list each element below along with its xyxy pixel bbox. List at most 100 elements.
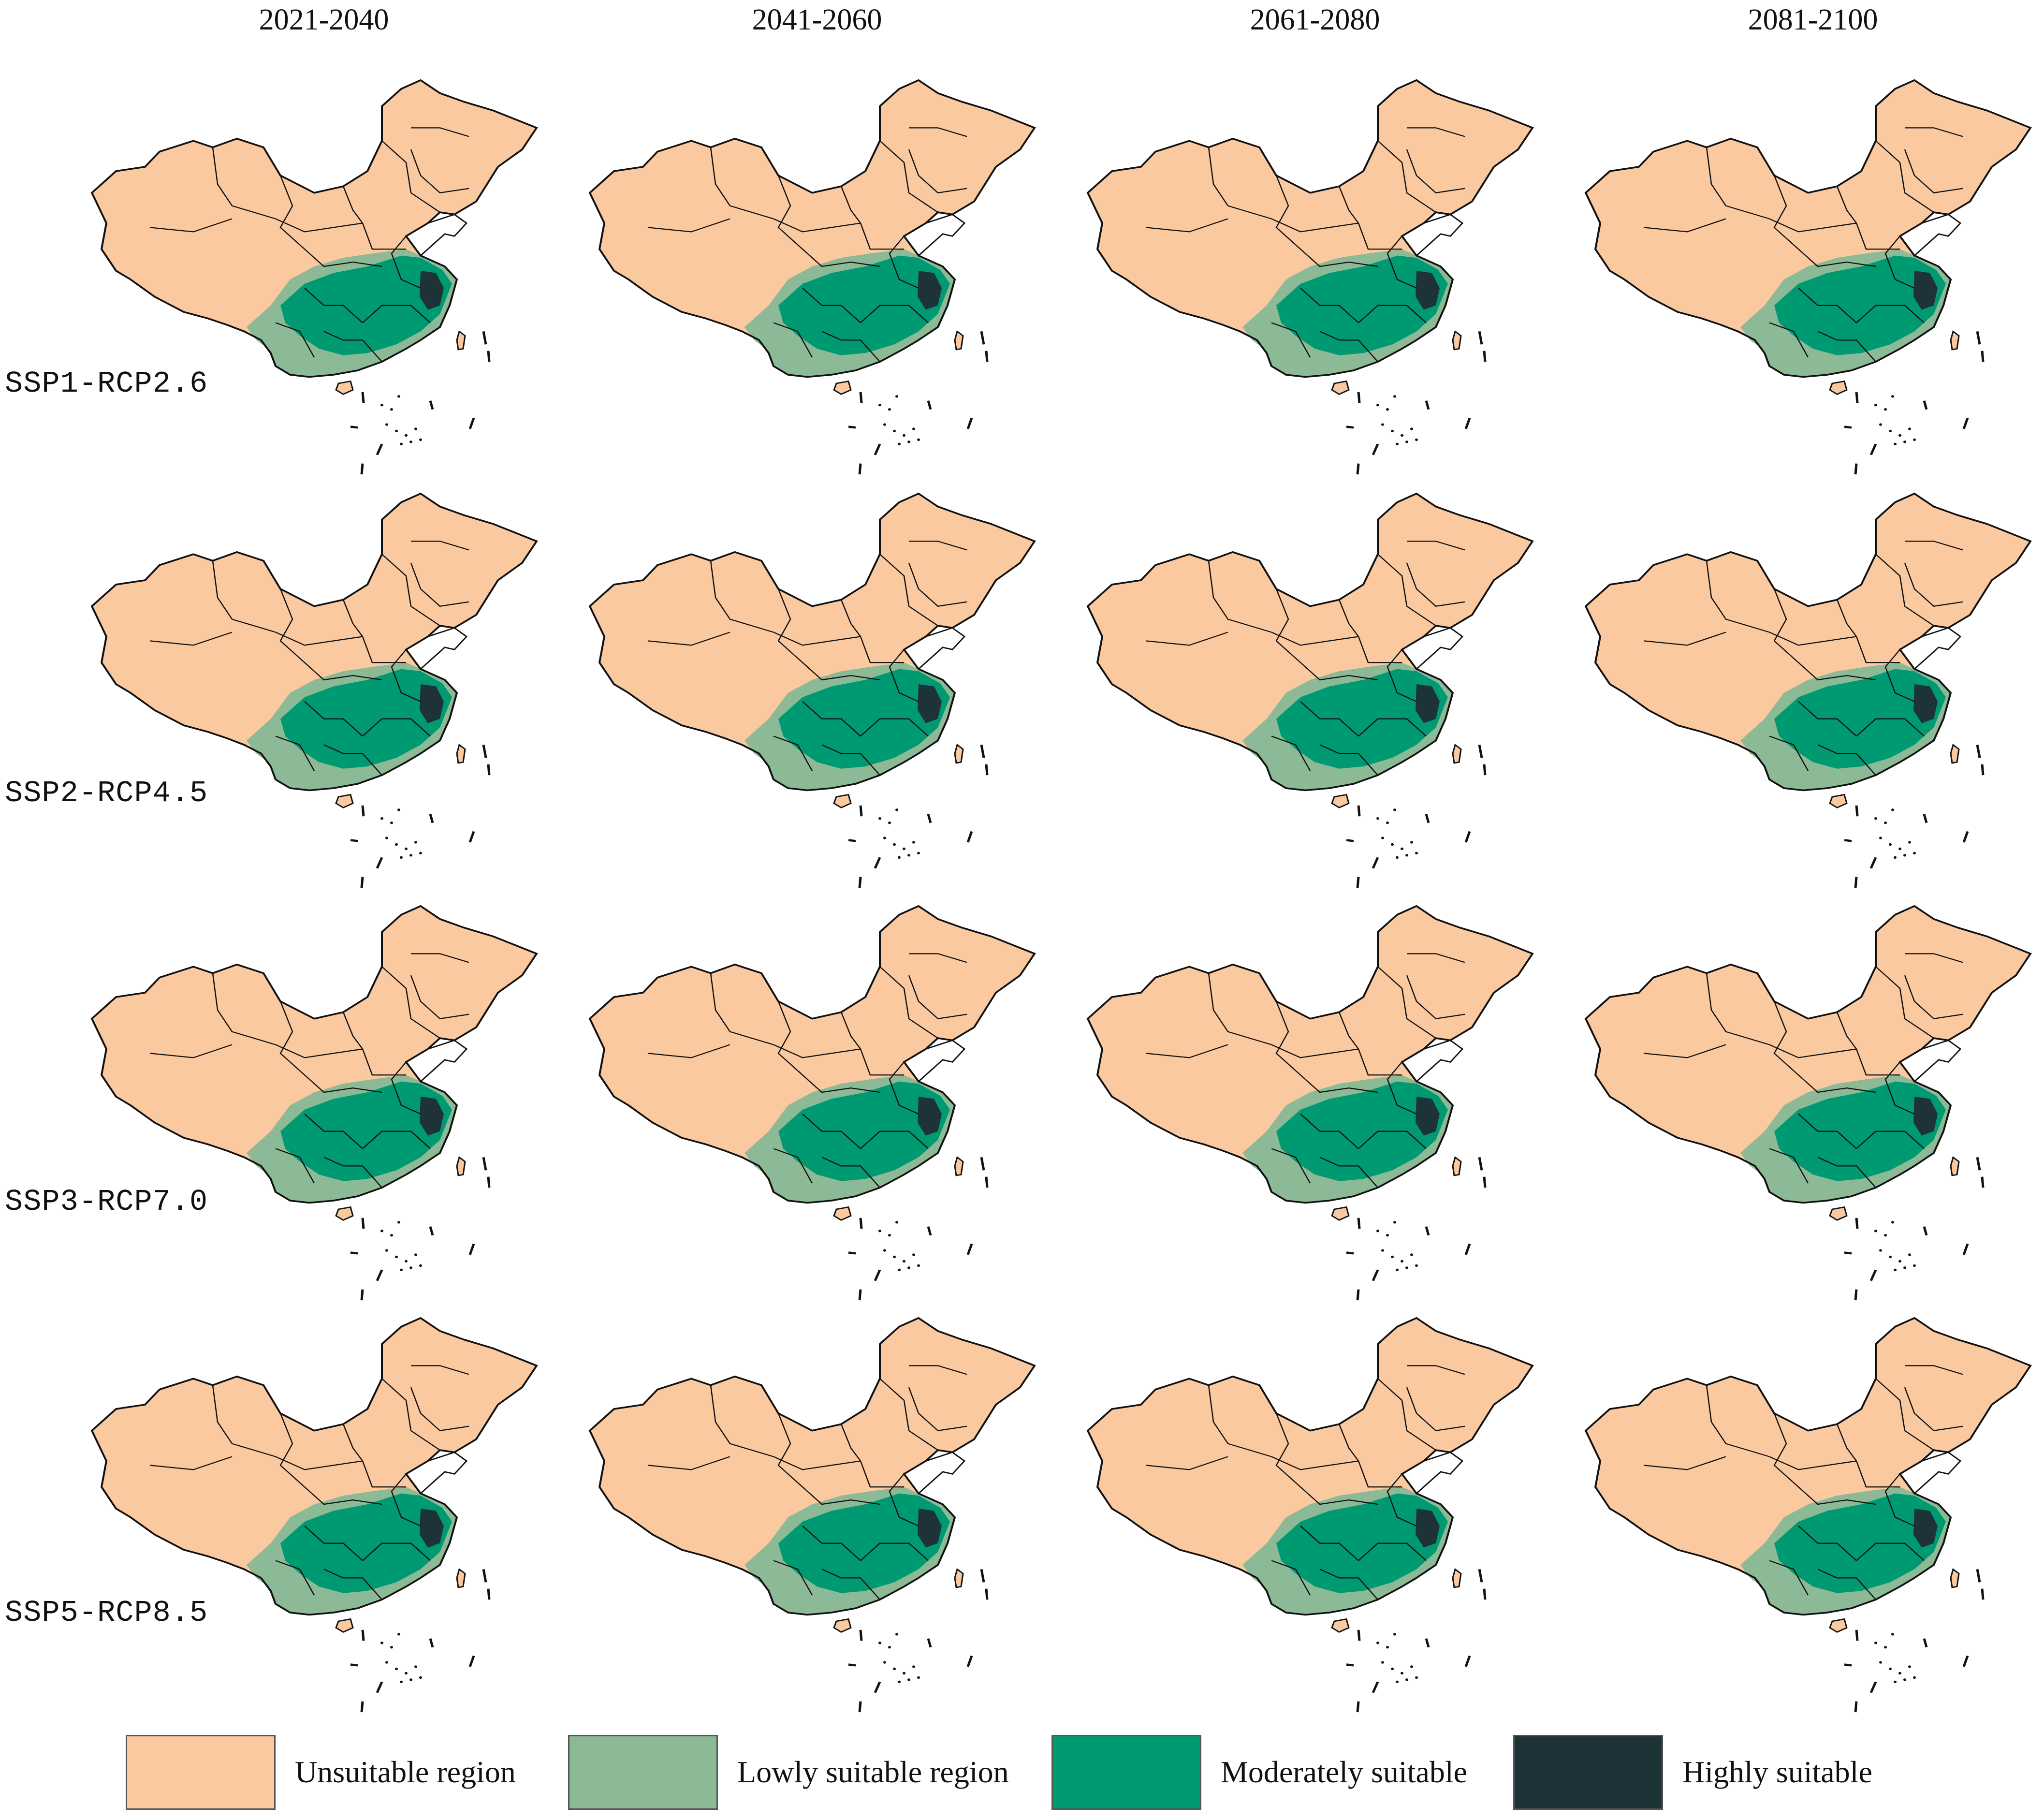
island-dot — [380, 1642, 383, 1644]
island-dot — [1903, 1678, 1906, 1681]
country-outline — [1086, 1317, 1534, 1616]
island-dot — [888, 1645, 891, 1649]
province-boundary — [1271, 1148, 1311, 1184]
nine-dash-segment — [1372, 1681, 1379, 1693]
province-boundary — [410, 149, 469, 193]
island-dot — [1396, 1680, 1399, 1684]
province-boundary — [1271, 1560, 1311, 1596]
island-dot — [409, 1266, 412, 1269]
island-dot — [1381, 837, 1384, 839]
province-boundary — [1769, 1560, 1809, 1596]
nine-dash-segment — [1425, 1226, 1430, 1236]
china-map-svg — [90, 492, 538, 888]
province-boundary — [342, 186, 364, 224]
nine-dash-segment — [1478, 1569, 1483, 1583]
province-boundary — [279, 588, 300, 659]
island-dot — [878, 404, 881, 407]
nine-dash-segment — [1976, 1157, 1981, 1171]
nine-dash-segment — [1464, 417, 1471, 429]
island-dot — [1393, 395, 1396, 398]
island-dot — [380, 817, 383, 820]
island-dot — [395, 1667, 398, 1671]
province-boundary — [1407, 541, 1465, 551]
province-boundary — [909, 1365, 967, 1375]
moderately-suitable-area — [280, 1493, 452, 1593]
island-dot — [385, 423, 388, 426]
nine-dash-segment — [482, 1157, 487, 1171]
island-dot — [1396, 1268, 1399, 1272]
nine-dash-segment — [1357, 805, 1361, 817]
island-dot — [907, 440, 910, 443]
nine-dash-segment — [985, 1176, 989, 1188]
province-boundary — [1769, 322, 1809, 358]
island-dot — [1391, 843, 1394, 846]
nine-dash-segment — [1981, 351, 1985, 362]
island-dot — [1908, 427, 1911, 430]
province-boundary — [411, 1365, 469, 1375]
hainan — [1331, 380, 1350, 395]
nine-dash-segment — [468, 831, 475, 843]
island-dot — [888, 1233, 891, 1237]
nine-dash-segment — [429, 1226, 434, 1236]
island-dot — [1376, 404, 1379, 407]
province-boundary — [773, 735, 813, 771]
island-dot — [917, 1264, 920, 1267]
nine-dash-segment — [360, 463, 364, 475]
island-dot — [912, 1253, 915, 1256]
highly-suitable-area — [1416, 684, 1440, 723]
island-dot — [1386, 1233, 1389, 1237]
province-boundary — [773, 218, 861, 233]
island-dot — [1898, 1260, 1901, 1263]
nine-dash-segment — [1425, 400, 1430, 410]
island-dot — [883, 837, 886, 839]
china-map-svg — [1584, 492, 2032, 888]
province-boundary — [647, 1456, 730, 1470]
hainan — [1829, 1618, 1848, 1633]
china-map-svg — [588, 905, 1036, 1301]
province-boundary — [279, 1001, 300, 1071]
island-dot — [1391, 1255, 1394, 1259]
province-boundary — [1798, 701, 1857, 737]
highly-suitable-area — [420, 1509, 444, 1548]
taiwan — [1950, 1156, 1960, 1176]
moderately-suitable-area — [778, 1493, 950, 1593]
nine-dash-segment — [966, 1655, 973, 1667]
nine-dash-segment — [1962, 1243, 1969, 1255]
island-dot — [1405, 440, 1408, 443]
highly-suitable-area — [918, 271, 942, 310]
island-dot — [1396, 442, 1399, 446]
nine-dash-segment — [985, 1588, 989, 1600]
island-dot — [917, 851, 920, 855]
island-dot — [409, 854, 412, 857]
island-dot — [1386, 1645, 1389, 1649]
nine-dash-segment — [858, 463, 862, 475]
nine-dash-segment — [482, 1569, 487, 1583]
highly-suitable-area — [1913, 271, 1938, 310]
province-boundary — [1387, 1061, 1417, 1115]
nine-dash-segment — [1854, 463, 1858, 475]
province-boundary — [323, 744, 382, 776]
map-panel-r4-c2 — [570, 1301, 1054, 1717]
map-panel-r4-c3 — [1068, 1301, 1552, 1717]
province-boundary — [1798, 1114, 1857, 1149]
island-dot — [878, 1230, 881, 1233]
province-boundary — [304, 701, 363, 737]
province-boundary — [1208, 147, 1272, 220]
island-dot — [895, 808, 898, 811]
province-boundary — [1407, 953, 1465, 963]
province-boundary — [342, 1012, 364, 1050]
map-panel-r4-c4 — [1566, 1301, 2044, 1717]
province-boundary — [304, 1114, 363, 1149]
island-dot — [1405, 1678, 1408, 1681]
province-boundary — [1145, 1044, 1228, 1058]
province-boundary — [299, 1070, 382, 1093]
province-boundary — [879, 1378, 938, 1451]
island-dot — [1401, 434, 1403, 437]
map-panel-r1-c3 — [1068, 63, 1552, 479]
province-boundary — [889, 235, 919, 289]
province-boundary — [411, 953, 469, 963]
moderately-suitable-area — [1774, 1081, 1946, 1181]
province-boundary — [149, 1044, 233, 1058]
province-boundary — [275, 1148, 315, 1184]
nine-dash-segment — [1976, 331, 1981, 345]
